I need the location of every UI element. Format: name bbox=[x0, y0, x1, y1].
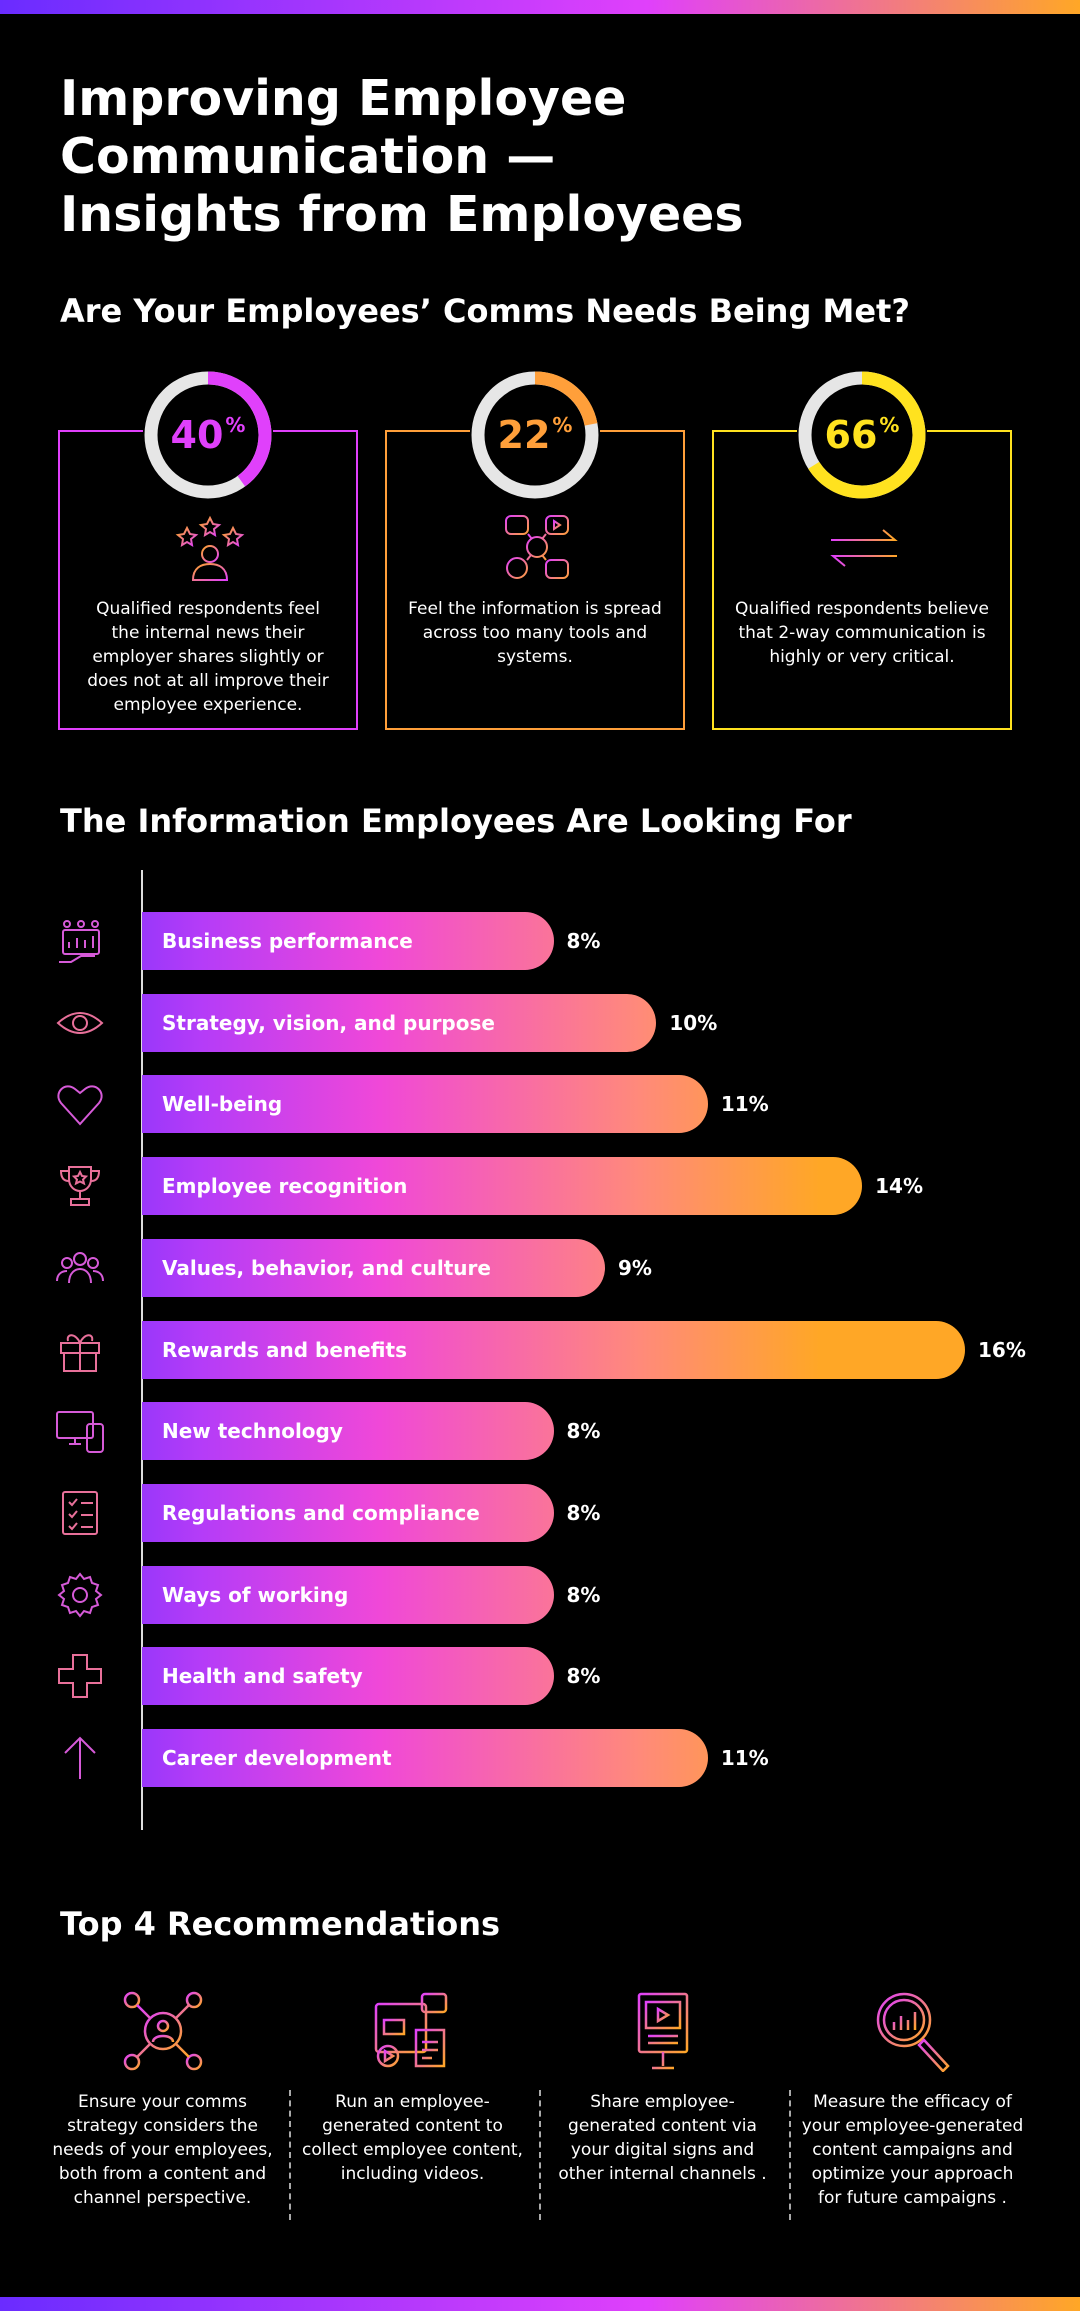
donut-value-3-number: 66 bbox=[824, 413, 878, 457]
donut-arc-2 bbox=[471, 371, 599, 499]
bar-value-label: 8% bbox=[566, 1664, 601, 1689]
bar-category-label: Business performance bbox=[162, 929, 413, 953]
donut-arc-1 bbox=[144, 371, 272, 499]
gift-icon bbox=[60, 1333, 100, 1372]
section-heading-recommendations: Top 4 Recommendations bbox=[60, 1905, 501, 1943]
stat-card-1-text: Qualified respondents feel the internal … bbox=[87, 599, 329, 715]
bar: Health and safety bbox=[142, 1647, 554, 1706]
divider-1 bbox=[289, 2090, 291, 2220]
bottom-gradient-bar bbox=[0, 2297, 1080, 2311]
chart-row: Ways of working 8% bbox=[0, 1565, 1080, 1624]
stat-card-2-text: Feel the information is spread across to… bbox=[408, 599, 662, 667]
cross-icon bbox=[58, 1654, 102, 1699]
digital-sign-icon bbox=[637, 1992, 689, 2070]
bar: Well-being bbox=[142, 1075, 708, 1134]
bar: Business performance bbox=[142, 912, 554, 970]
chart-row: Strategy, vision, and purpose 10% bbox=[0, 993, 1080, 1052]
donut-value-2-unit: % bbox=[552, 413, 573, 437]
chart-row: Values, behavior, and culture 9% bbox=[0, 1238, 1080, 1297]
bar: Rewards and benefits bbox=[142, 1320, 965, 1379]
donut-arc-3 bbox=[798, 371, 926, 499]
bar-value-label: 14% bbox=[875, 1174, 923, 1199]
top-gradient-bar bbox=[0, 0, 1080, 14]
bar-value-label: 16% bbox=[978, 1337, 1026, 1362]
recommendation-1-text: Ensure your comms strategy considers the… bbox=[52, 2092, 273, 2208]
bar: Regulations and compliance bbox=[142, 1483, 554, 1542]
bar-value-label: 11% bbox=[720, 1746, 769, 1770]
magnifier-chart-icon bbox=[876, 1992, 950, 2072]
network-person-icon bbox=[123, 1991, 203, 2071]
gear-icon bbox=[57, 1571, 103, 1618]
chart-row: Career development 11% bbox=[0, 1729, 1080, 1787]
bar-value-label: 8% bbox=[566, 929, 601, 953]
bar: Career development bbox=[142, 1729, 708, 1787]
page-title-line1: Improving Employee Communication — bbox=[60, 70, 627, 185]
stat-card-2: Feel the information is spread across to… bbox=[385, 430, 685, 730]
apps-info-icon bbox=[505, 515, 569, 579]
donut-value-1-unit: % bbox=[225, 413, 246, 437]
bar-category-label: New technology bbox=[162, 1419, 343, 1444]
donut-chart-1: 40% bbox=[143, 370, 273, 500]
bar-category-label: Strategy, vision, and purpose bbox=[162, 1010, 495, 1035]
page-title-line2: Insights from Employees bbox=[60, 186, 744, 243]
chart-row: Employee recognition 14% bbox=[0, 1157, 1080, 1216]
bar: Values, behavior, and culture bbox=[142, 1238, 605, 1297]
bar-value-label: 10% bbox=[669, 1010, 718, 1035]
chart-row: Well-being 11% bbox=[0, 1075, 1080, 1134]
section-heading-comms-needs: Are Your Employees’ Comms Needs Being Me… bbox=[60, 292, 910, 330]
bar-category-label: Rewards and benefits bbox=[162, 1337, 407, 1362]
bar: Employee recognition bbox=[142, 1157, 863, 1216]
bar-value-label: 8% bbox=[566, 1419, 601, 1444]
bar-category-label: Health and safety bbox=[162, 1664, 363, 1689]
bar-category-label: Well-being bbox=[162, 1092, 283, 1117]
trophy-icon bbox=[59, 1166, 101, 1207]
eye-icon bbox=[56, 1011, 104, 1034]
divider-3 bbox=[789, 2090, 791, 2220]
donut-value-1-number: 40 bbox=[170, 413, 224, 457]
bar: New technology bbox=[142, 1402, 554, 1461]
people-icon bbox=[56, 1251, 104, 1283]
bar-category-label: Career development bbox=[162, 1746, 392, 1770]
bar-value-label: 8% bbox=[566, 1582, 601, 1607]
chart-row: Rewards and benefits 16% bbox=[0, 1320, 1080, 1379]
recommendation-2-text: Run an employee-generated content to col… bbox=[302, 2092, 523, 2184]
heart-icon bbox=[57, 1085, 103, 1126]
checklist-icon bbox=[62, 1490, 98, 1535]
donut-value-1: 40% bbox=[143, 370, 273, 500]
bar-category-label: Regulations and compliance bbox=[162, 1500, 480, 1525]
chart-row: New technology 8% bbox=[0, 1402, 1080, 1461]
arrow-up-icon bbox=[64, 1736, 96, 1779]
chart-row: Health and safety 8% bbox=[0, 1647, 1080, 1706]
stat-card-3: Qualified respondents believe that 2-way… bbox=[712, 430, 1012, 730]
donut-value-3-unit: % bbox=[879, 413, 900, 437]
chart-hand-icon bbox=[59, 920, 100, 963]
stat-card-1: Qualified respondents feel the internal … bbox=[58, 430, 358, 730]
donut-chart-2: 22% bbox=[470, 370, 600, 500]
bar-value-label: 11% bbox=[720, 1092, 769, 1117]
two-way-arrows-icon bbox=[830, 529, 898, 567]
bar-category-label: Employee recognition bbox=[162, 1174, 408, 1199]
bar-value-label: 8% bbox=[566, 1500, 601, 1525]
divider-2 bbox=[539, 2090, 541, 2220]
bar: Ways of working bbox=[142, 1565, 554, 1624]
section-heading-information: The Information Employees Are Looking Fo… bbox=[60, 802, 852, 840]
bar-category-label: Ways of working bbox=[162, 1582, 349, 1607]
page-title: Improving Employee Communication — Insig… bbox=[60, 70, 1040, 244]
media-content-icon bbox=[374, 1992, 448, 2068]
recommendation-3-text: Share employee-generated content via you… bbox=[558, 2092, 767, 2184]
devices-icon bbox=[56, 1411, 104, 1454]
chart-row: Business performance 8% bbox=[0, 912, 1080, 970]
bar: Strategy, vision, and purpose bbox=[142, 993, 657, 1052]
donut-value-2: 22% bbox=[470, 370, 600, 500]
bar-category-label: Values, behavior, and culture bbox=[162, 1255, 491, 1280]
chart-row: Regulations and compliance 8% bbox=[0, 1483, 1080, 1542]
user-stars-icon bbox=[175, 515, 245, 581]
donut-value-2-number: 22 bbox=[497, 413, 551, 457]
stat-card-3-text: Qualified respondents believe that 2-way… bbox=[735, 599, 989, 667]
bar-value-label: 9% bbox=[617, 1255, 652, 1280]
donut-value-3: 66% bbox=[797, 370, 927, 500]
donut-chart-3: 66% bbox=[797, 370, 927, 500]
recommendation-4-text: Measure the efficacy of your employee-ge… bbox=[801, 2092, 1024, 2208]
